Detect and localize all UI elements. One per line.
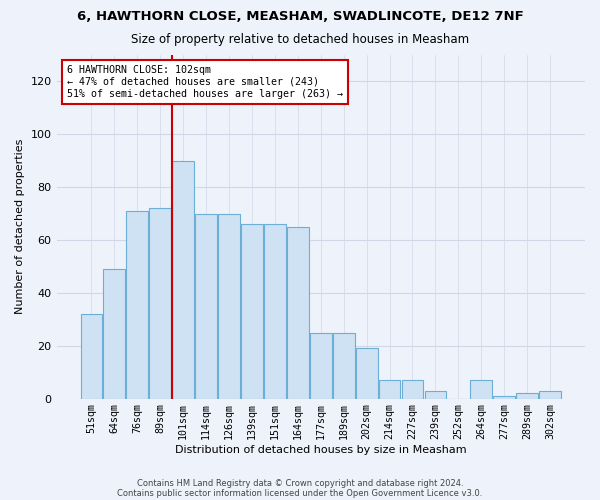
Bar — [80, 314, 103, 398]
Text: 6 HAWTHORN CLOSE: 102sqm
← 47% of detached houses are smaller (243)
51% of semi-: 6 HAWTHORN CLOSE: 102sqm ← 47% of detach… — [67, 66, 343, 98]
Text: Size of property relative to detached houses in Measham: Size of property relative to detached ho… — [131, 32, 469, 46]
Y-axis label: Number of detached properties: Number of detached properties — [15, 139, 25, 314]
Bar — [103, 269, 125, 398]
Bar — [425, 390, 446, 398]
Bar — [333, 332, 355, 398]
Bar — [516, 394, 538, 398]
Bar — [493, 396, 515, 398]
Text: 6, HAWTHORN CLOSE, MEASHAM, SWADLINCOTE, DE12 7NF: 6, HAWTHORN CLOSE, MEASHAM, SWADLINCOTE,… — [77, 10, 523, 23]
Bar — [310, 332, 332, 398]
Bar — [539, 390, 561, 398]
Text: Contains public sector information licensed under the Open Government Licence v3: Contains public sector information licen… — [118, 488, 482, 498]
Bar — [356, 348, 377, 399]
Bar — [264, 224, 286, 398]
Bar — [287, 227, 309, 398]
Bar — [127, 211, 148, 398]
Bar — [470, 380, 492, 398]
Bar — [401, 380, 424, 398]
Bar — [218, 214, 240, 398]
Text: Contains HM Land Registry data © Crown copyright and database right 2024.: Contains HM Land Registry data © Crown c… — [137, 478, 463, 488]
X-axis label: Distribution of detached houses by size in Measham: Distribution of detached houses by size … — [175, 445, 467, 455]
Bar — [379, 380, 400, 398]
Bar — [149, 208, 171, 398]
Bar — [241, 224, 263, 398]
Bar — [195, 214, 217, 398]
Bar — [172, 160, 194, 398]
